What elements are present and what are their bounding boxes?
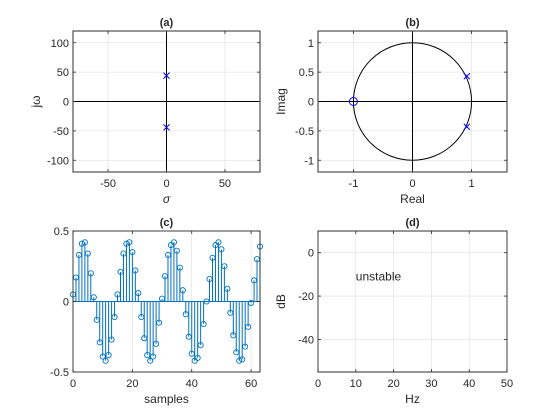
x-tick-label: 0	[315, 378, 321, 390]
y-tick-label: 0	[63, 97, 69, 109]
stem-marker	[81, 239, 88, 246]
plot-border	[317, 230, 508, 373]
zero-marker	[348, 97, 358, 106]
y-tick-label: -1	[304, 155, 314, 167]
x-tick-label: 50	[501, 378, 513, 390]
x-tick-label: -50	[100, 178, 116, 190]
x-axis-label: Real	[400, 192, 425, 206]
stem-marker	[90, 294, 97, 301]
pole-stroke	[163, 123, 170, 131]
y-tick-label: 0	[308, 97, 314, 109]
plot-border	[72, 230, 261, 373]
y-tick-label: -50	[53, 126, 69, 138]
stem-marker	[176, 264, 183, 271]
stem-marker	[105, 352, 112, 359]
x-tick-label: 40	[463, 378, 475, 390]
stem-marker	[132, 267, 139, 274]
stem-marker	[170, 239, 177, 246]
y-tick-label: -0.5	[50, 367, 69, 379]
x-tick-label: -1	[349, 178, 359, 190]
stem-marker	[173, 247, 180, 254]
pole-marker	[163, 123, 170, 131]
stem-marker	[245, 323, 252, 330]
y-tick-label: 0.5	[299, 67, 314, 79]
stem-marker	[156, 319, 163, 326]
pole-marker	[463, 123, 471, 131]
pole-stroke	[163, 72, 170, 80]
plot-area	[317, 230, 508, 373]
x-tick-label: 0	[70, 378, 76, 390]
stem-marker	[84, 250, 91, 257]
x-tick-label: 30	[425, 378, 437, 390]
y-axis-label: Imag	[274, 88, 288, 115]
pole-stroke	[463, 123, 471, 131]
pole-marker	[463, 72, 471, 80]
stem-marker	[179, 287, 186, 294]
y-tick-label: 0	[63, 297, 69, 309]
y-tick-label: -0.5	[295, 126, 314, 138]
stem-marker	[221, 263, 228, 270]
y-tick-label: 100	[51, 38, 69, 50]
y-tick-label: 0	[308, 248, 314, 260]
y-tick-label: -20	[298, 291, 314, 303]
subplot-title: (b)	[405, 17, 419, 29]
stem-marker	[248, 299, 255, 306]
annotation-text: unstable	[356, 270, 402, 284]
y-axis-label: jω	[29, 95, 43, 108]
subplot-d: 0 10 20 30 40 50 -40 -20 0 (d) Hz dB unstable	[274, 217, 513, 406]
stem-marker	[108, 336, 115, 343]
pole-stroke	[463, 72, 471, 80]
y-tick-label: 50	[57, 67, 69, 79]
x-tick-label: 40	[186, 378, 198, 390]
x-tick-label: 20	[387, 378, 399, 390]
x-tick-label: 1	[469, 178, 475, 190]
stem-marker	[215, 239, 222, 246]
y-tick-label: 0.5	[54, 226, 69, 238]
subplot-c: 0 20 40 60-0.500.5(c)samples	[50, 217, 264, 406]
stem-marker	[129, 249, 136, 256]
stem-marker	[153, 340, 160, 347]
y-tick-label: -40	[298, 334, 314, 346]
stem-marker	[218, 246, 225, 253]
unit-circle	[352, 42, 473, 161]
plot-border	[317, 30, 508, 173]
x-tick-label: 10	[350, 378, 362, 390]
x-tick-label: 20	[126, 378, 138, 390]
y-axis-label: dB	[274, 294, 288, 309]
stem-marker	[126, 239, 133, 246]
stem-marker	[224, 285, 231, 292]
stem-marker	[236, 357, 243, 364]
stem-marker	[87, 270, 94, 277]
stem-marker	[102, 357, 109, 364]
stem-marker	[147, 357, 154, 364]
x-axis-label: σ	[163, 192, 171, 206]
subplot-a: -50 0 50 -100 -50 0 50 100 (a) σ jω	[29, 17, 261, 206]
x-tick-label: 50	[219, 178, 231, 190]
y-tick-label: -100	[47, 155, 69, 167]
x-tick-label: 0	[163, 178, 169, 190]
stem-marker	[135, 289, 142, 297]
pole-marker	[163, 72, 170, 80]
stem-marker	[239, 356, 246, 363]
stem-marker	[111, 313, 118, 321]
stem-marker	[242, 343, 249, 350]
x-axis-label: samples	[144, 392, 189, 406]
x-tick-label: 0	[409, 178, 415, 190]
stem-marker	[194, 354, 201, 361]
stem-marker	[150, 353, 157, 360]
subplot-b: -1 0 1 -1 -0.5 0 0.5 1 (b) Real Imag	[274, 17, 508, 206]
x-tick-label: 60	[245, 378, 257, 390]
stem-marker	[200, 321, 207, 328]
y-tick-label: 1	[308, 38, 314, 50]
subplot-title: (d)	[405, 217, 419, 229]
plot-border	[72, 30, 261, 173]
subplot-title: (a)	[160, 17, 174, 29]
x-axis-label: Hz	[405, 392, 420, 406]
stem-marker	[197, 342, 204, 349]
subplot-title: (c)	[160, 217, 174, 229]
